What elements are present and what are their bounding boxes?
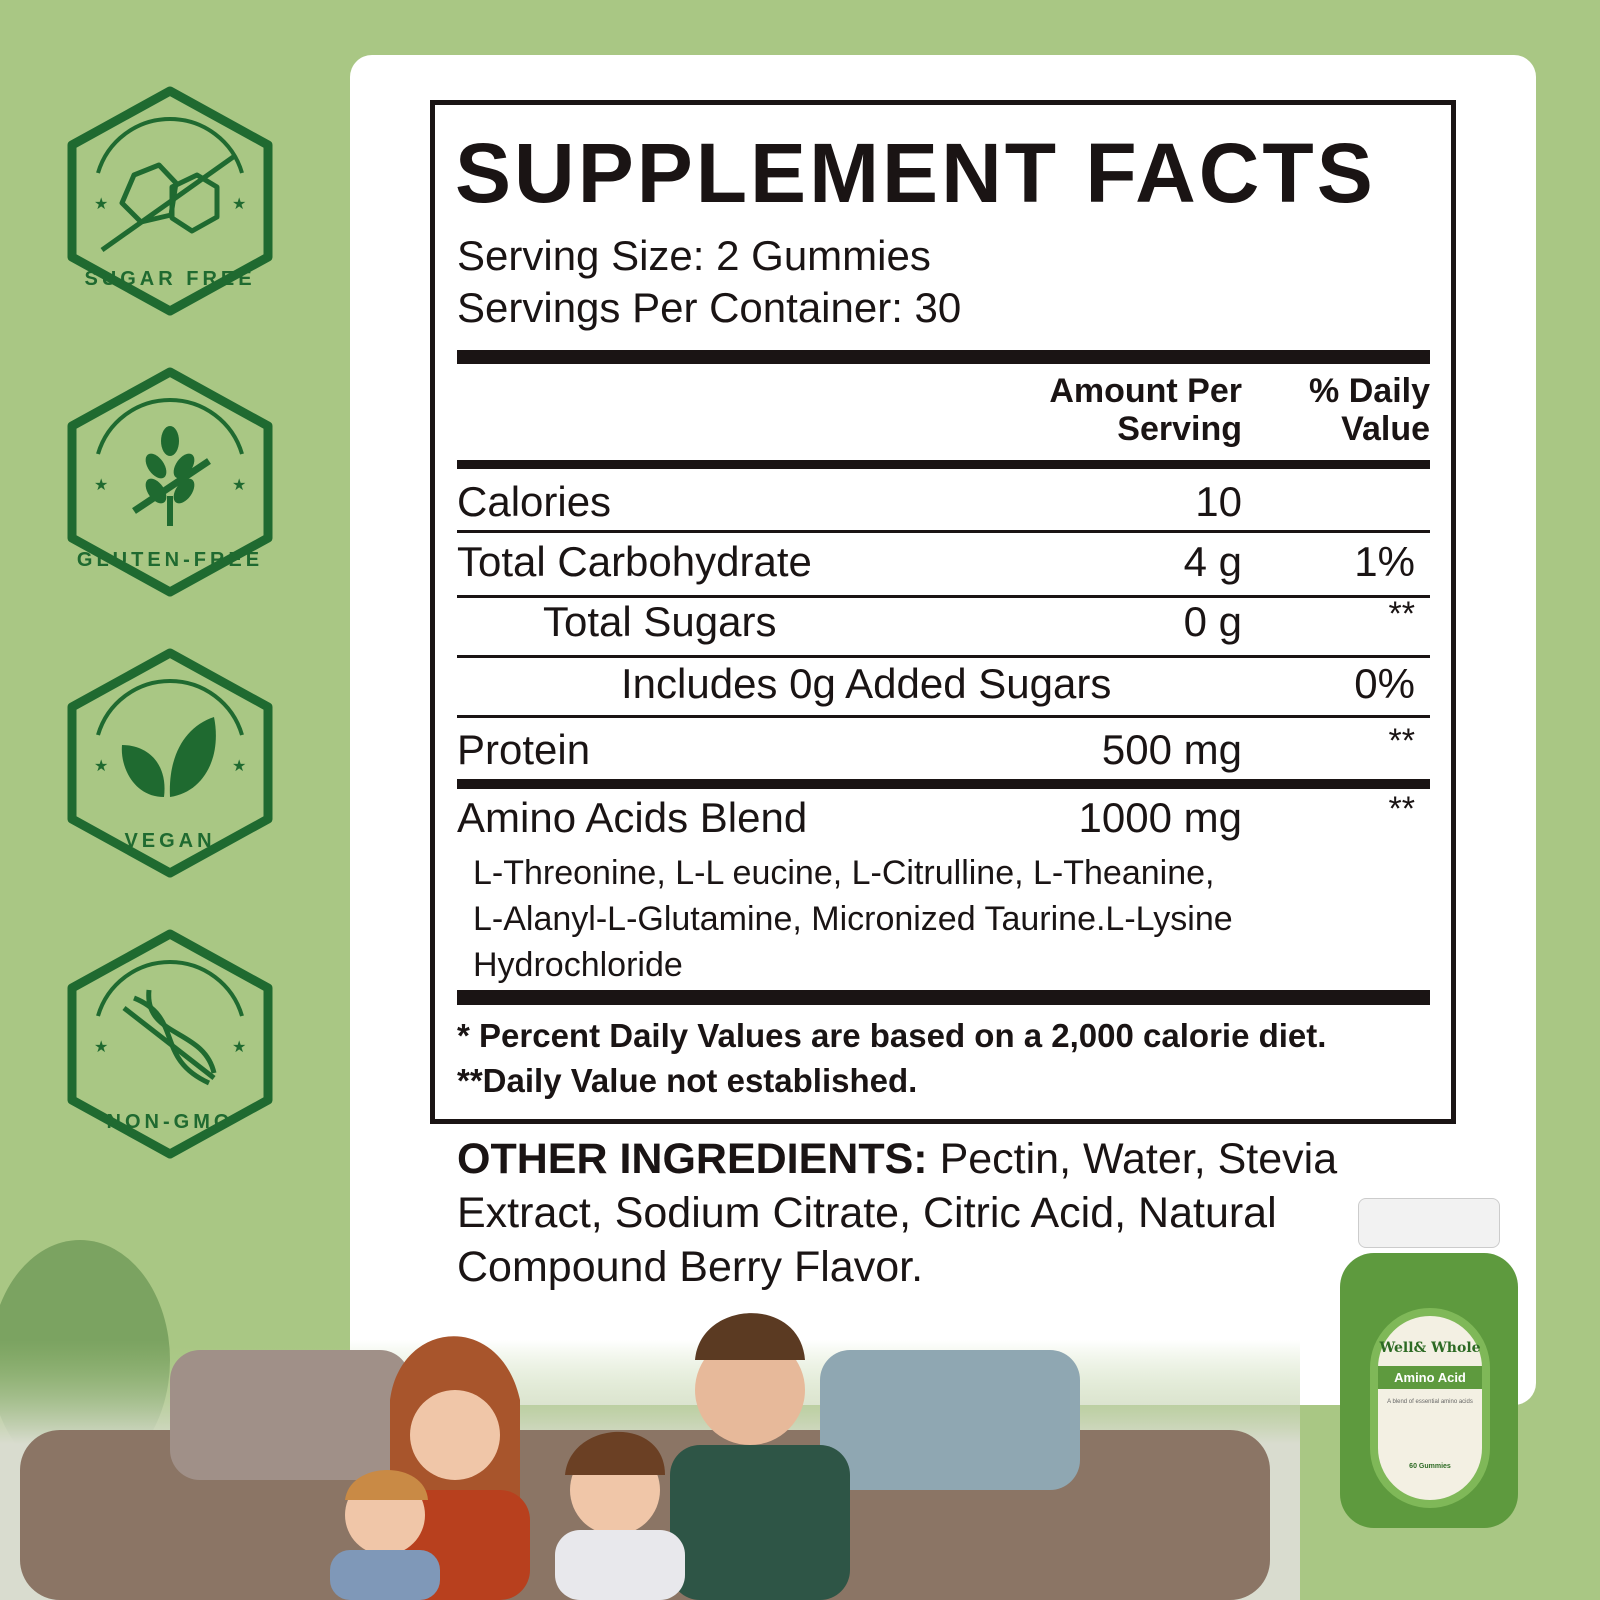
row-amount: 10 (1195, 478, 1242, 525)
badge-vegan: ★ ★ VEGAN (64, 647, 276, 879)
servings-per-container: Servings Per Container: 30 (457, 284, 962, 331)
svg-text:SUGAR FREE: SUGAR FREE (84, 268, 255, 290)
footnote-percent: * Percent Daily Values are based on a 2,… (457, 1017, 1327, 1054)
sugar-cubes-crossed-icon: ★ ★ SUGAR FREE (67, 86, 273, 316)
svg-text:★: ★ (232, 758, 246, 775)
row-name: Amino Acids Blend (457, 794, 808, 841)
svg-text:★: ★ (94, 477, 108, 494)
facts-title: SUPPLEMENT FACTS (455, 126, 1376, 220)
wheat-crossed-icon: ★ ★ GLUTEN-FREE (67, 367, 273, 597)
divider-medium (457, 460, 1430, 469)
badge-sugar-free: ★ ★ SUGAR FREE (64, 85, 276, 317)
dna-crossed-icon: ★ ★ NON-GMO (67, 929, 273, 1159)
header-amount: Amount Per Serving (1049, 372, 1242, 448)
header-daily-value: % Daily Value (1309, 372, 1430, 448)
row-dv: ** (1388, 790, 1415, 828)
product-bottle: Well& Whole Amino Acid A blend of essent… (1340, 1198, 1520, 1528)
svg-text:★: ★ (232, 477, 246, 494)
bottle-count: 60 Gummies (1409, 1463, 1451, 1470)
footnote-dv: **Daily Value not established. (457, 1062, 918, 1099)
other-ingredients: OTHER INGREDIENTS: Pectin, Water, Stevia… (457, 1135, 1338, 1291)
row-amount: 1000 mg (1078, 794, 1242, 841)
svg-text:★: ★ (94, 1039, 108, 1056)
badge-gluten-free: ★ ★ GLUTEN-FREE (64, 366, 276, 598)
svg-text:GLUTEN-FREE: GLUTEN-FREE (77, 549, 263, 571)
divider-thick (457, 990, 1430, 1005)
row-name: Protein (457, 726, 591, 773)
row-name: Total Carbohydrate (457, 538, 812, 585)
row-amount: 500 mg (1101, 726, 1242, 773)
divider (457, 595, 1430, 598)
row-name: Total Sugars (543, 598, 777, 645)
row-dv: ** (1388, 595, 1415, 633)
divider (457, 715, 1430, 718)
badge-non-gmo: ★ ★ NON-GMO (64, 928, 276, 1160)
other-ingredients-label: OTHER INGREDIENTS: (457, 1135, 928, 1183)
divider-thick (457, 350, 1430, 364)
divider-medium (457, 779, 1430, 789)
svg-text:VEGAN: VEGAN (124, 830, 215, 852)
bottle-brand: Well& Whole (1379, 1340, 1481, 1356)
svg-text:NON-GMO: NON-GMO (107, 1111, 234, 1133)
blend-ingredients: L-Threonine, L-L eucine, L-Citrulline, L… (473, 854, 1233, 984)
row-dv: 1% (1354, 538, 1415, 585)
row-name: Calories (457, 478, 612, 525)
svg-text:★: ★ (232, 1039, 246, 1056)
divider (457, 655, 1430, 658)
supplement-facts-panel (430, 100, 1456, 1124)
bottle-product: Amino Acid (1378, 1366, 1482, 1389)
svg-text:★: ★ (94, 196, 108, 213)
bottle-cap (1358, 1198, 1500, 1248)
row-amount: 4 g (1183, 538, 1242, 585)
row-dv: 0% (1354, 660, 1415, 707)
svg-text:★: ★ (232, 196, 246, 213)
leaves-icon: ★ ★ VEGAN (67, 648, 273, 878)
divider (457, 530, 1430, 533)
serving-size: Serving Size: 2 Gummies (457, 232, 931, 279)
family-photo (0, 1240, 1300, 1600)
bottle-tagline: A blend of essential amino acids (1387, 1399, 1473, 1405)
row-dv: ** (1388, 722, 1415, 760)
svg-text:★: ★ (94, 758, 108, 775)
content-card (350, 55, 1536, 1405)
row-name: Includes 0g Added Sugars (621, 660, 1112, 707)
row-amount: 0 g (1183, 598, 1242, 645)
bottle-label: Well& Whole Amino Acid A blend of essent… (1370, 1308, 1490, 1508)
